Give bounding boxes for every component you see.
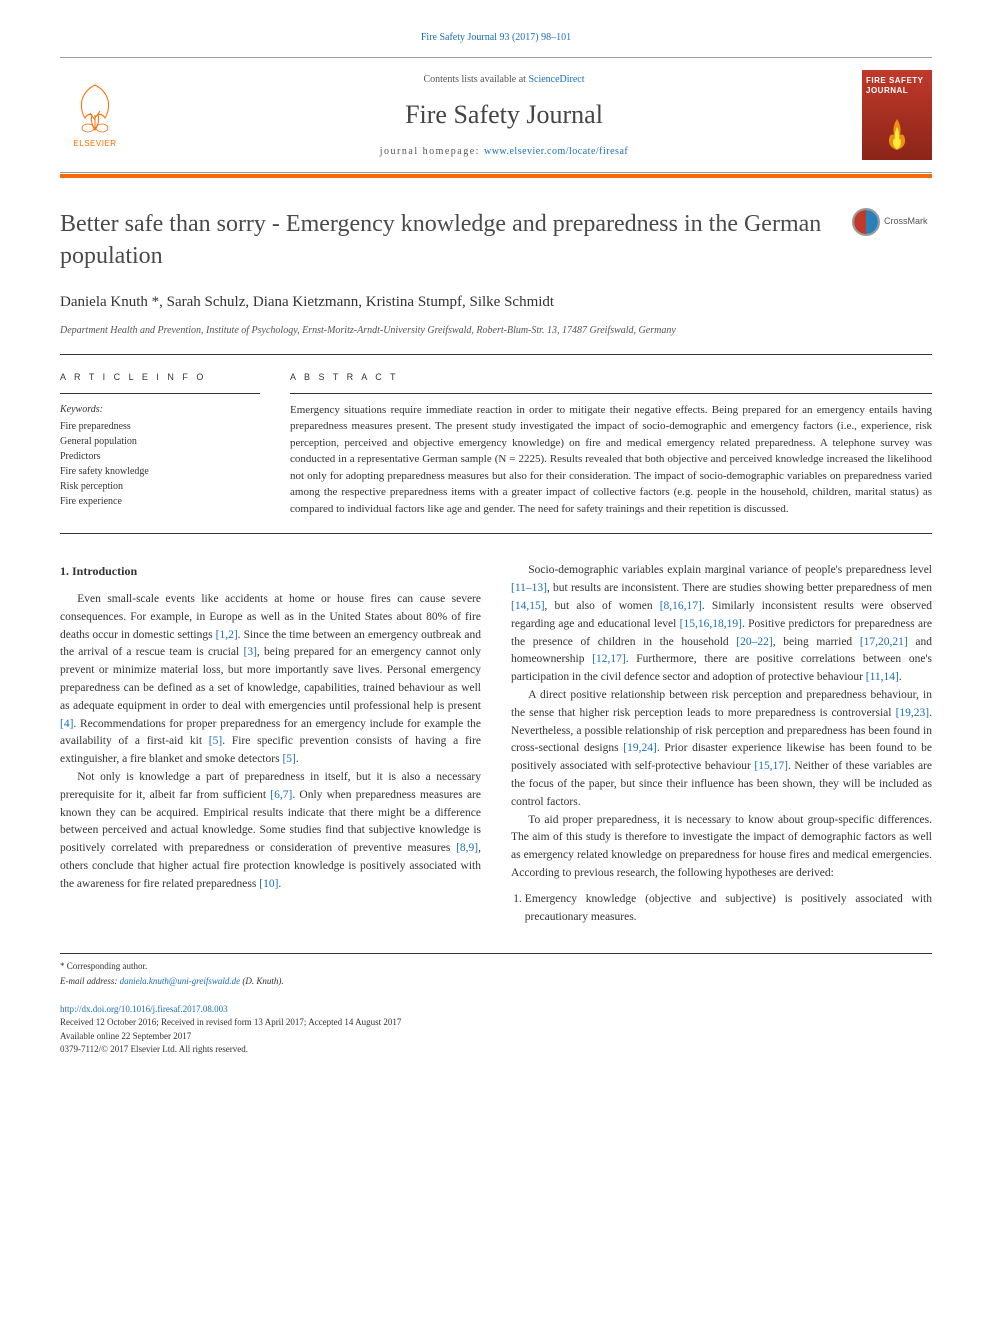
accent-bar — [60, 174, 932, 178]
abstract-block: A B S T R A C T Emergency situations req… — [290, 371, 932, 517]
elsevier-logo: ELSEVIER — [60, 75, 130, 155]
citation-link[interactable]: [8,9] — [456, 842, 478, 854]
keywords-list: Fire preparedness General population Pre… — [60, 419, 260, 509]
citation-link[interactable]: [12,17] — [592, 653, 626, 665]
body-paragraph: To aid proper preparedness, it is necess… — [511, 812, 932, 883]
body-paragraph: Socio-demographic variables explain marg… — [511, 562, 932, 687]
email-line: E-mail address: daniela.knuth@uni-greifs… — [60, 975, 932, 989]
email-link[interactable]: daniela.knuth@uni-greifswald.de — [120, 976, 240, 986]
page-header-citation: Fire Safety Journal 93 (2017) 98–101 — [60, 30, 932, 45]
keyword: Fire preparedness — [60, 419, 260, 434]
elsevier-tree-icon — [70, 80, 120, 135]
crossmark-icon — [852, 208, 880, 236]
keyword: General population — [60, 434, 260, 449]
citation-link[interactable]: [3] — [244, 646, 257, 658]
doi-link[interactable]: http://dx.doi.org/10.1016/j.firesaf.2017… — [60, 1004, 228, 1014]
copyright-line: 0379-7112/© 2017 Elsevier Ltd. All right… — [60, 1043, 932, 1057]
citation-link[interactable]: [11,14] — [866, 671, 899, 683]
citation-link[interactable]: [14,15] — [511, 600, 545, 612]
email-suffix: (D. Knuth). — [240, 976, 284, 986]
divider — [290, 393, 932, 394]
journal-homepage-link[interactable]: www.elsevier.com/locate/firesaf — [484, 146, 628, 157]
citation-link[interactable]: [19,23] — [896, 707, 930, 719]
citation-link[interactable]: [6,7] — [270, 789, 292, 801]
divider — [60, 354, 932, 355]
divider — [60, 393, 260, 394]
article-body: 1. Introduction Even small-scale events … — [60, 562, 932, 926]
journal-name: Fire Safety Journal — [146, 95, 862, 134]
contents-prefix: Contents lists available at — [423, 74, 528, 85]
citation-link[interactable]: [4] — [60, 718, 73, 730]
citation-link[interactable]: [20–22] — [736, 636, 772, 648]
corresponding-label: * Corresponding author. — [60, 960, 932, 974]
citation-link[interactable]: [5] — [282, 753, 295, 765]
citation-link[interactable]: [15,17] — [754, 760, 788, 772]
flame-icon — [882, 117, 912, 152]
homepage-prefix: journal homepage: — [380, 146, 484, 157]
section-heading: 1. Introduction — [60, 562, 481, 581]
hypothesis-item: Emergency knowledge (objective and subje… — [525, 891, 932, 927]
article-title: Better safe than sorry - Emergency knowl… — [60, 208, 852, 273]
citation-link[interactable]: [5] — [209, 735, 222, 747]
corresponding-author-block: * Corresponding author. E-mail address: … — [60, 953, 932, 989]
elsevier-label: ELSEVIER — [73, 138, 116, 150]
keyword: Risk perception — [60, 479, 260, 494]
article-history: Received 12 October 2016; Received in re… — [60, 1016, 932, 1030]
footer-meta: http://dx.doi.org/10.1016/j.firesaf.2017… — [60, 1003, 932, 1057]
citation-link[interactable]: [15,16,18,19] — [680, 618, 742, 630]
hypothesis-list: Emergency knowledge (objective and subje… — [511, 891, 932, 927]
body-paragraph: A direct positive relationship between r… — [511, 687, 932, 812]
body-paragraph: Even small-scale events like accidents a… — [60, 591, 481, 769]
citation-link[interactable]: [10] — [259, 878, 278, 890]
cover-title: FIRE SAFETY JOURNAL — [866, 76, 928, 95]
citation-link[interactable]: [1,2] — [216, 629, 238, 641]
article-info-label: A R T I C L E I N F O — [60, 371, 260, 385]
authors-line: Daniela Knuth *, Sarah Schulz, Diana Kie… — [60, 291, 932, 314]
citation-link[interactable]: [19,24] — [623, 742, 657, 754]
divider — [60, 533, 932, 534]
crossmark-badge[interactable]: CrossMark — [852, 208, 932, 236]
journal-cover-thumb: FIRE SAFETY JOURNAL — [862, 70, 932, 160]
affiliation: Department Health and Prevention, Instit… — [60, 323, 932, 338]
journal-header: ELSEVIER Contents lists available at Sci… — [60, 57, 932, 173]
citation-link[interactable]: [17,20,21] — [860, 636, 908, 648]
body-paragraph: Not only is knowledge a part of prepared… — [60, 769, 481, 894]
article-info-block: A R T I C L E I N F O Keywords: Fire pre… — [60, 371, 260, 517]
keyword: Fire safety knowledge — [60, 464, 260, 479]
journal-homepage-line: journal homepage: www.elsevier.com/locat… — [146, 144, 862, 159]
sciencedirect-link[interactable]: ScienceDirect — [528, 74, 584, 85]
citation-link[interactable]: [8,16,17] — [660, 600, 702, 612]
keywords-label: Keywords: — [60, 402, 260, 417]
keyword: Fire experience — [60, 494, 260, 509]
email-label: E-mail address: — [60, 976, 120, 986]
keyword: Predictors — [60, 449, 260, 464]
abstract-label: A B S T R A C T — [290, 371, 932, 385]
contents-line: Contents lists available at ScienceDirec… — [146, 72, 862, 87]
available-online: Available online 22 September 2017 — [60, 1030, 932, 1044]
citation-link[interactable]: [11–13] — [511, 582, 547, 594]
crossmark-label: CrossMark — [884, 215, 928, 229]
abstract-text: Emergency situations require immediate r… — [290, 402, 932, 518]
